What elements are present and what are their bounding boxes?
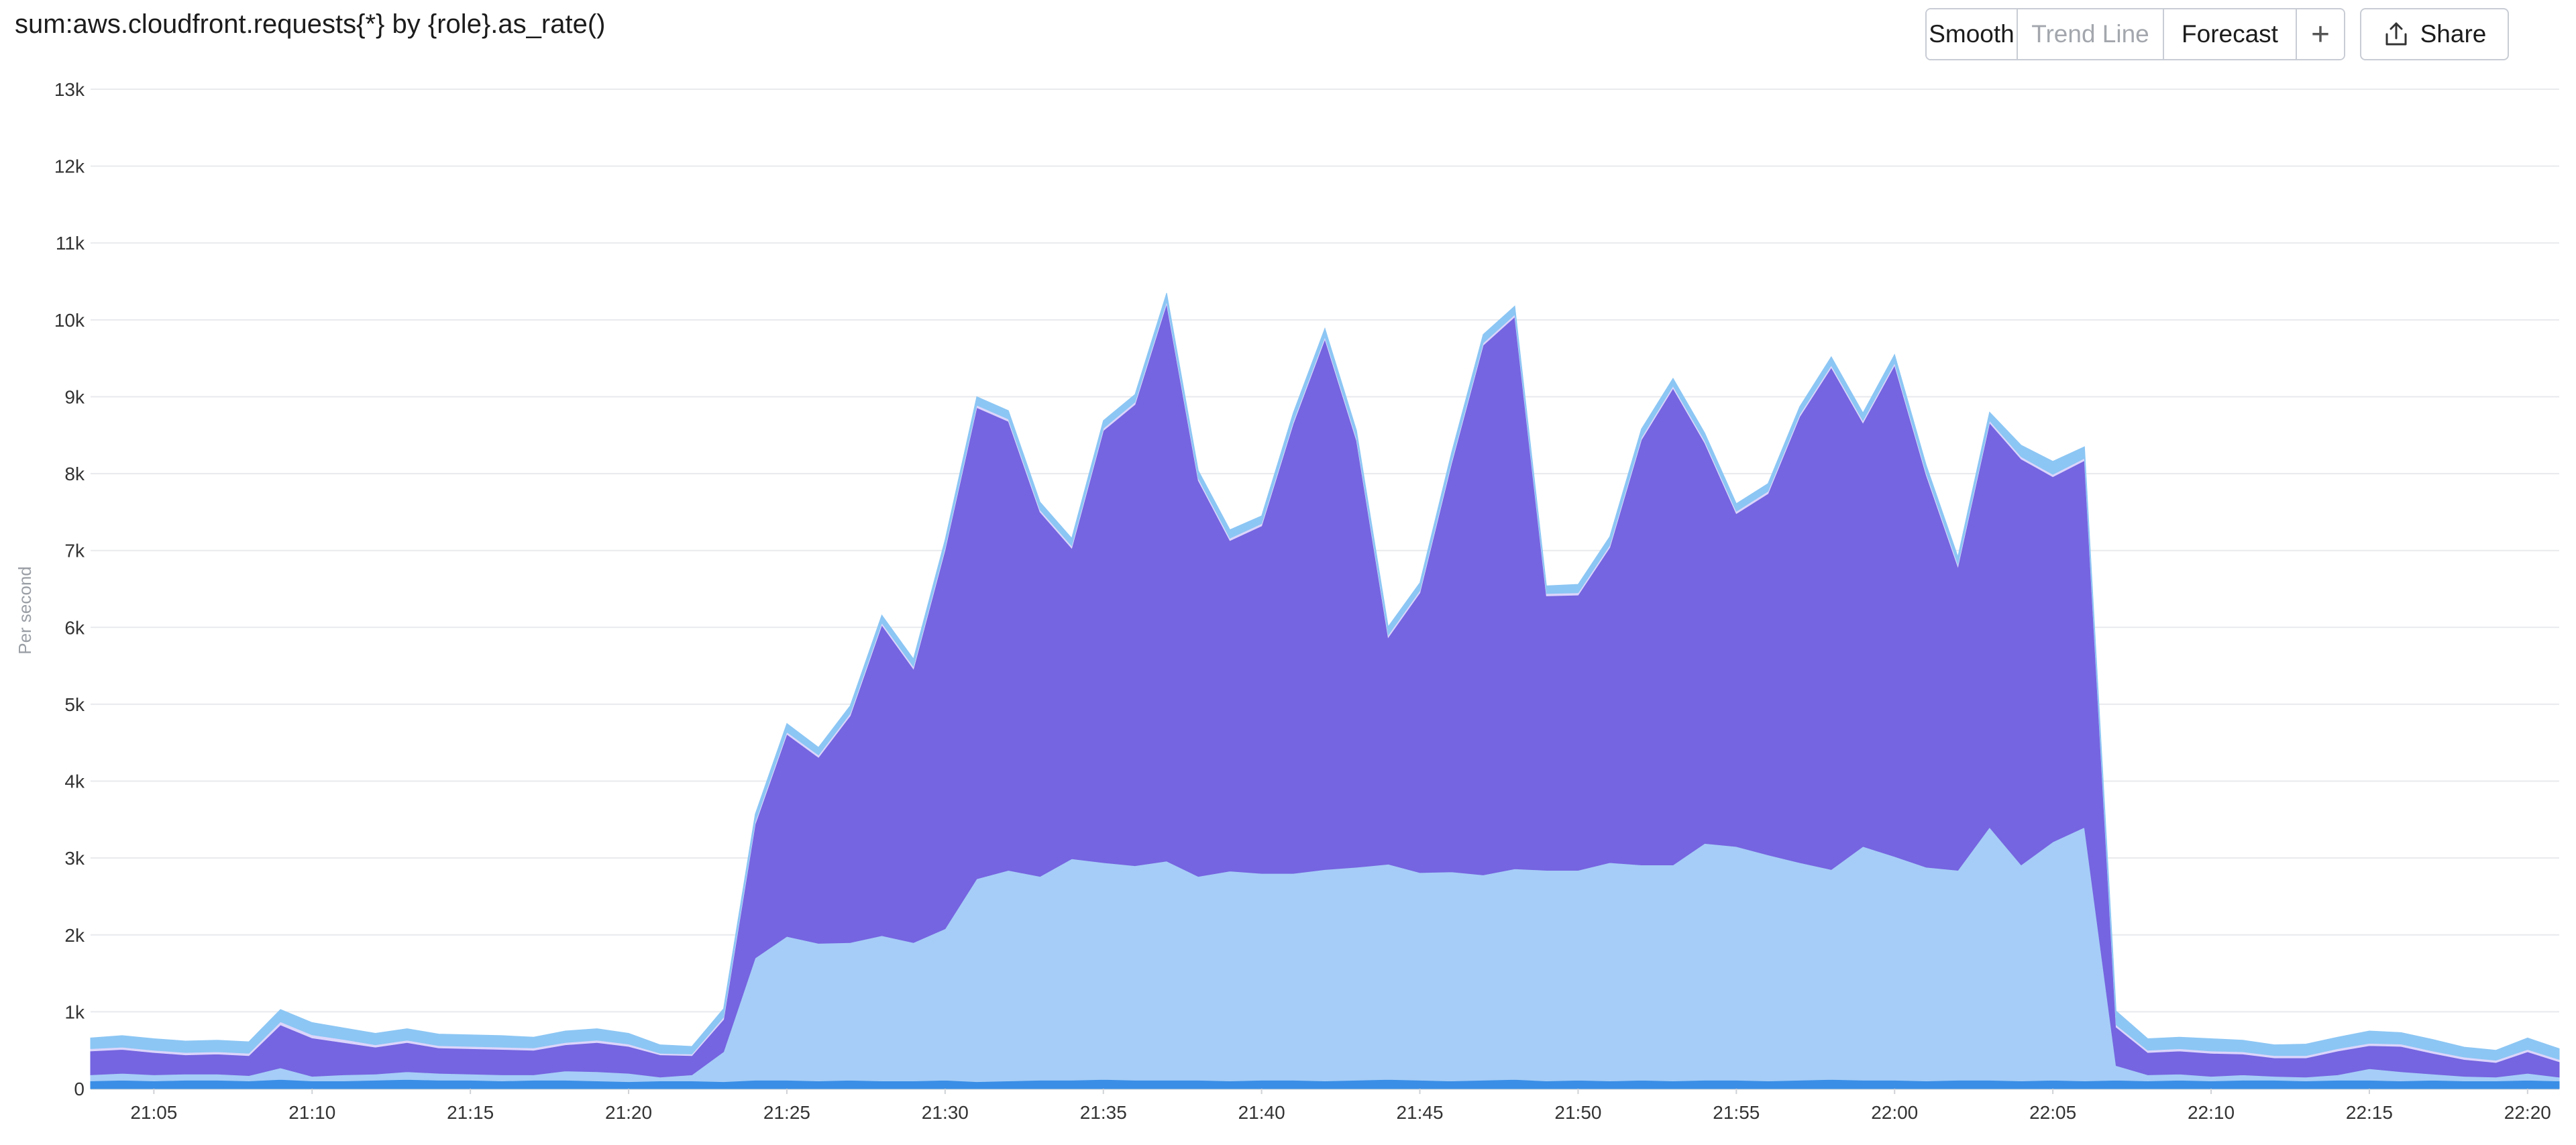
y-tick-label: 2k <box>64 925 85 946</box>
x-tick-label: 22:20 <box>2504 1102 2551 1123</box>
trend-line-button[interactable]: Trend Line <box>2018 9 2164 59</box>
x-tick-label: 21:55 <box>1713 1102 1760 1123</box>
x-tick-label: 21:35 <box>1080 1102 1127 1123</box>
graph-toolbar: Smooth Trend Line Forecast + Share <box>1925 8 2509 60</box>
y-tick-label: 13k <box>54 79 85 100</box>
stacked-areas <box>90 292 2560 1089</box>
x-tick-label: 22:00 <box>1871 1102 1918 1123</box>
x-tick-label: 21:25 <box>763 1102 810 1123</box>
y-tick-label: 10k <box>54 310 85 331</box>
query-title: sum:aws.cloudfront.requests{*} by {role}… <box>15 9 606 39</box>
y-tick-label: 8k <box>64 464 85 484</box>
x-tick-label: 21:15 <box>447 1102 494 1123</box>
x-tick-label: 21:45 <box>1396 1102 1443 1123</box>
y-tick-label: 0 <box>74 1079 85 1099</box>
forecast-button[interactable]: Forecast <box>2164 9 2297 59</box>
x-tick-label: 21:05 <box>130 1102 177 1123</box>
add-function-button[interactable]: + <box>2297 9 2344 59</box>
plus-icon: + <box>2310 16 2330 52</box>
area-series-5[interactable] <box>90 292 2560 1061</box>
x-tick-label: 21:30 <box>922 1102 969 1123</box>
y-axis-ticks: 0 1k 2k 3k 4k 5k 6k 7k 8k 9k 10k 11k 12k 13k <box>54 79 85 1099</box>
y-tick-label: 5k <box>64 694 85 715</box>
smooth-button[interactable]: Smooth <box>1927 9 2018 59</box>
function-button-group: Smooth Trend Line Forecast + <box>1925 8 2345 60</box>
share-button[interactable]: Share <box>2360 8 2509 60</box>
y-tick-label: 6k <box>64 617 85 638</box>
y-tick-label: 11k <box>56 233 85 254</box>
x-tick-label: 21:10 <box>288 1102 335 1123</box>
y-tick-label: 4k <box>64 771 85 792</box>
y-tick-label: 12k <box>54 156 85 177</box>
y-tick-label: 7k <box>64 541 85 561</box>
x-axis-ticks: 21:05 21:10 21:15 21:20 21:25 21:30 21:35 21:40… <box>130 1089 2551 1123</box>
share-icon <box>2385 22 2407 46</box>
x-tick-label: 22:05 <box>2029 1102 2076 1123</box>
x-tick-label: 21:20 <box>605 1102 652 1123</box>
y-tick-label: 3k <box>64 848 85 869</box>
x-tick-label: 21:40 <box>1238 1102 1285 1123</box>
y-tick-label: 1k <box>64 1001 85 1022</box>
y-tick-label: 9k <box>64 386 85 407</box>
x-tick-label: 21:50 <box>1554 1102 1601 1123</box>
x-tick-label: 22:10 <box>2188 1102 2235 1123</box>
share-button-label: Share <box>2420 20 2487 48</box>
y-axis-label: Per second <box>15 566 35 655</box>
x-tick-label: 22:15 <box>2346 1102 2393 1123</box>
